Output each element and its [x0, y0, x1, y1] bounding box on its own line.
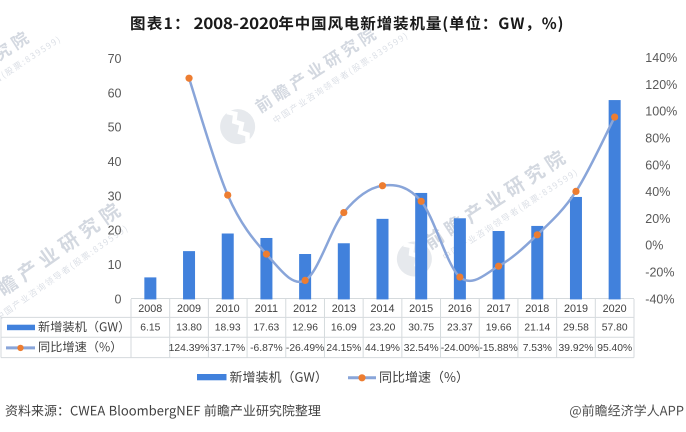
svg-text:10: 10 — [108, 258, 122, 272]
svg-text:2014: 2014 — [370, 303, 394, 315]
svg-text:21.14: 21.14 — [524, 323, 550, 334]
svg-text:2013: 2013 — [332, 303, 356, 315]
svg-text:140%: 140% — [645, 51, 677, 65]
svg-text:13.80: 13.80 — [176, 323, 202, 334]
svg-text:16.09: 16.09 — [331, 323, 357, 334]
svg-text:70: 70 — [108, 52, 122, 66]
svg-text:100%: 100% — [645, 105, 677, 119]
svg-text:0%: 0% — [645, 239, 663, 253]
svg-text:2020: 2020 — [603, 303, 627, 315]
svg-text:39.92%: 39.92% — [559, 343, 594, 354]
svg-text:30.75: 30.75 — [408, 323, 434, 334]
svg-text:20: 20 — [108, 224, 122, 238]
svg-text:20%: 20% — [645, 212, 670, 226]
svg-text:23.20: 23.20 — [370, 323, 396, 334]
svg-text:12.96: 12.96 — [292, 323, 318, 334]
svg-text:-6.87%: -6.87% — [250, 343, 283, 354]
svg-text:40%: 40% — [645, 185, 670, 199]
svg-text:80%: 80% — [645, 132, 670, 146]
svg-text:2012: 2012 — [293, 303, 317, 315]
svg-text:2010: 2010 — [216, 303, 240, 315]
svg-text:-15.88%: -15.88% — [479, 343, 517, 354]
svg-text:2019: 2019 — [564, 303, 588, 315]
svg-text:23.37: 23.37 — [447, 323, 473, 334]
svg-text:2015: 2015 — [409, 303, 433, 315]
svg-text:24.15%: 24.15% — [326, 343, 361, 354]
svg-text:-20%: -20% — [645, 266, 674, 280]
svg-text:60: 60 — [108, 86, 122, 100]
svg-text:2017: 2017 — [487, 303, 511, 315]
svg-text:40: 40 — [108, 155, 122, 169]
svg-text:95.40%: 95.40% — [597, 343, 632, 354]
svg-text:0: 0 — [115, 292, 122, 306]
svg-text:57.80: 57.80 — [602, 323, 628, 334]
svg-text:120%: 120% — [645, 78, 677, 92]
svg-text:17.63: 17.63 — [254, 323, 280, 334]
svg-text:32.54%: 32.54% — [404, 343, 439, 354]
svg-text:37.17%: 37.17% — [210, 343, 245, 354]
svg-text:-24.00%: -24.00% — [441, 343, 479, 354]
svg-text:2008: 2008 — [138, 303, 162, 315]
svg-text:2018: 2018 — [525, 303, 549, 315]
svg-text:19.66: 19.66 — [486, 323, 512, 334]
svg-text:-40%: -40% — [645, 292, 674, 306]
svg-text:30: 30 — [108, 189, 122, 203]
svg-text:18.93: 18.93 — [215, 323, 241, 334]
svg-text:-26.49%: -26.49% — [286, 343, 324, 354]
svg-text:6.15: 6.15 — [140, 323, 160, 334]
svg-text:29.58: 29.58 — [563, 323, 589, 334]
svg-text:2009: 2009 — [177, 303, 201, 315]
svg-text:2011: 2011 — [255, 303, 278, 315]
svg-text:50: 50 — [108, 121, 122, 135]
svg-text:44.19%: 44.19% — [365, 343, 400, 354]
svg-text:60%: 60% — [645, 158, 670, 172]
svg-text:124.39%: 124.39% — [169, 343, 210, 354]
svg-text:2016: 2016 — [448, 303, 472, 315]
svg-text:7.53%: 7.53% — [523, 343, 552, 354]
